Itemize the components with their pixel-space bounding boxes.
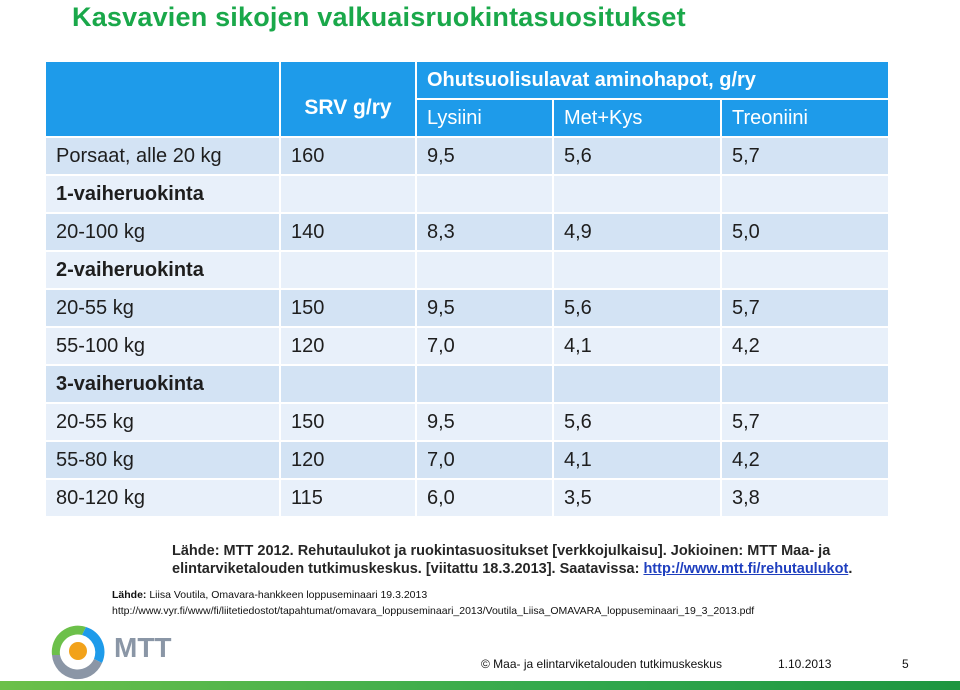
- slide-title: Kasvavien sikojen valkuaisruokintasuosit…: [72, 2, 686, 32]
- table-cell-treo: 5,7: [722, 138, 888, 174]
- table-cell-srv: 150: [281, 404, 415, 440]
- table-cell-treo: [722, 176, 888, 212]
- source-note: Lähde: Liisa Voutila, Omavara-hankkeen l…: [112, 589, 427, 601]
- table-cell-lys: [417, 176, 552, 212]
- table-cell-metkys: 3,5: [554, 480, 720, 516]
- table-cell-srv: 160: [281, 138, 415, 174]
- source-url[interactable]: http://www.vyr.fi/www/fi/liitetiedostot/…: [112, 605, 755, 617]
- table-cell-treo: [722, 252, 888, 288]
- footer-date: 1.10.2013: [778, 657, 832, 671]
- table-cell-lys: 7,0: [417, 442, 552, 478]
- header-lysiini: Lysiini: [417, 100, 552, 136]
- table-cell-lys: 7,0: [417, 328, 552, 364]
- table-cell-metkys: [554, 366, 720, 402]
- table-cell-srv: 120: [281, 328, 415, 364]
- table-cell-lys: 9,5: [417, 404, 552, 440]
- source-link[interactable]: http://www.mtt.fi/rehutaulukot: [643, 561, 849, 577]
- table-cell-srv: [281, 366, 415, 402]
- table-cell-lys: [417, 252, 552, 288]
- table-cell-treo: 4,2: [722, 442, 888, 478]
- row-label: 3-vaiheruokinta: [46, 366, 279, 402]
- row-label: 20-100 kg: [46, 214, 279, 250]
- table-cell-metkys: 4,9: [554, 214, 720, 250]
- mtt-swirl-logo: MTT: [51, 625, 172, 680]
- table-cell-lys: 6,0: [417, 480, 552, 516]
- row-label: 20-55 kg: [46, 404, 279, 440]
- table-cell-lys: [417, 366, 552, 402]
- table-cell-metkys: 5,6: [554, 290, 720, 326]
- row-label: 20-55 kg: [46, 290, 279, 326]
- table-cell-treo: 4,2: [722, 328, 888, 364]
- table-cell-srv: 140: [281, 214, 415, 250]
- logo-swirl-icon: [51, 625, 105, 680]
- row-label: 1-vaiheruokinta: [46, 176, 279, 212]
- source-citation: Lähde: MTT 2012. Rehutaulukot ja ruokint…: [172, 542, 862, 578]
- source-note-text: Liisa Voutila, Omavara-hankkeen loppusem…: [146, 589, 428, 601]
- table-cell-metkys: 5,6: [554, 138, 720, 174]
- table-cell-treo: 5,7: [722, 290, 888, 326]
- table-cell-lys: 9,5: [417, 290, 552, 326]
- table-cell-metkys: 4,1: [554, 442, 720, 478]
- table-cell-treo: 5,0: [722, 214, 888, 250]
- footer-bar: [0, 681, 960, 690]
- table-cell-srv: 150: [281, 290, 415, 326]
- row-label: 80-120 kg: [46, 480, 279, 516]
- header-amino-acids: Ohutsuolisulavat aminohapot, g/ry: [417, 62, 888, 98]
- header-treoniini: Treoniini: [722, 100, 888, 136]
- table-cell-treo: 3,8: [722, 480, 888, 516]
- table-cell-treo: 5,7: [722, 404, 888, 440]
- header-srv: SRV g/ry: [281, 62, 415, 136]
- row-label: Porsaat, alle 20 kg: [46, 138, 279, 174]
- table-cell-srv: 115: [281, 480, 415, 516]
- source-citation-text: Lähde: MTT 2012. Rehutaulukot ja ruokint…: [172, 543, 831, 577]
- footer-organization: © Maa- ja elintarviketalouden tutkimuske…: [481, 657, 722, 671]
- table-cell-srv: 120: [281, 442, 415, 478]
- table-cell-metkys: 5,6: [554, 404, 720, 440]
- row-label: 55-80 kg: [46, 442, 279, 478]
- row-label: 55-100 kg: [46, 328, 279, 364]
- table-cell-metkys: [554, 176, 720, 212]
- table-cell-srv: [281, 252, 415, 288]
- source-citation-end: .: [848, 561, 853, 577]
- table-cell-lys: 8,3: [417, 214, 552, 250]
- page-number: 5: [902, 657, 909, 671]
- header-blank-cell: [46, 62, 279, 136]
- row-label: 2-vaiheruokinta: [46, 252, 279, 288]
- logo-text: MTT: [114, 632, 172, 663]
- recommendation-table: SRV g/ry Ohutsuolisulavat aminohapot, g/…: [46, 62, 888, 516]
- table-cell-srv: [281, 176, 415, 212]
- table-cell-metkys: [554, 252, 720, 288]
- table-cell-metkys: 4,1: [554, 328, 720, 364]
- header-metkys: Met+Kys: [554, 100, 720, 136]
- table-cell-lys: 9,5: [417, 138, 552, 174]
- source-note-label: Lähde:: [112, 589, 147, 601]
- table-cell-treo: [722, 366, 888, 402]
